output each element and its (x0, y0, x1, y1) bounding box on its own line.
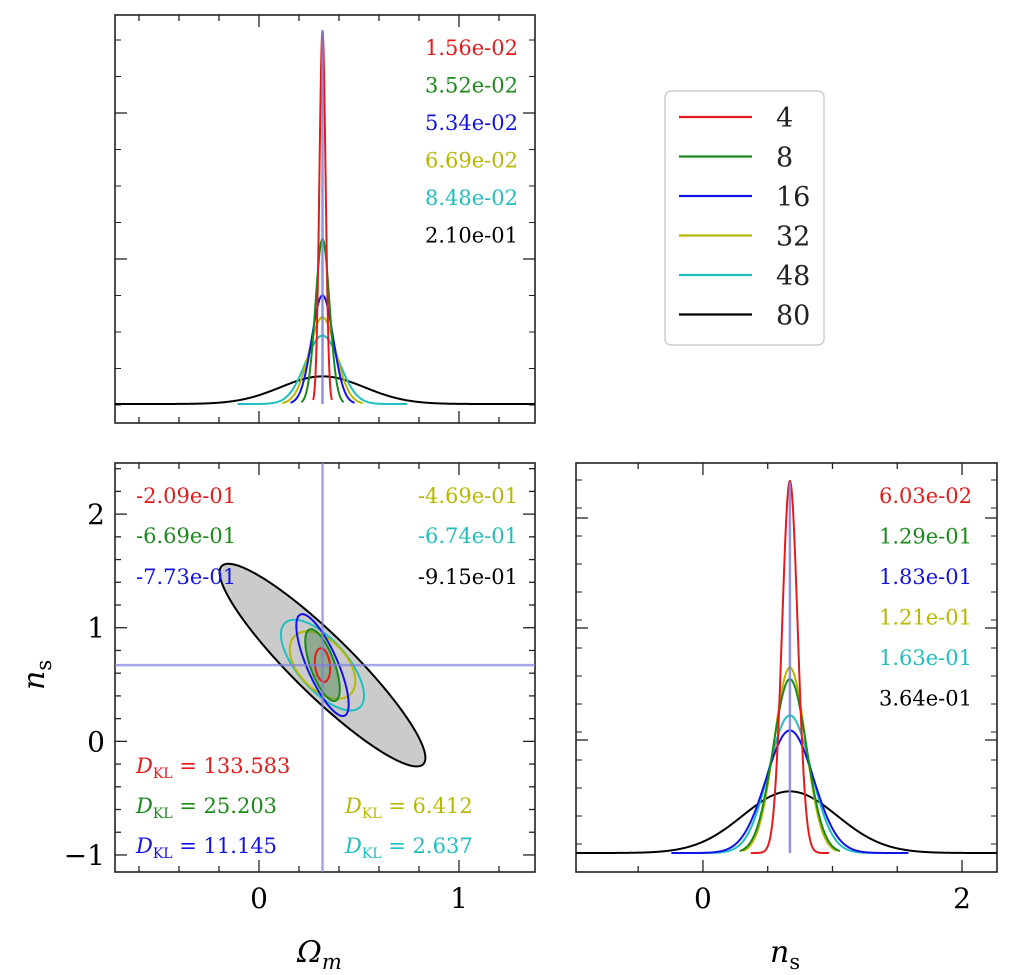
correlation-label-48: -6.74e-01 (418, 524, 518, 548)
joint-ytick-label: −1 (64, 839, 105, 872)
x-axis-title-omega: Ωm (296, 935, 342, 974)
correlation-label-4: -2.09e-01 (136, 484, 236, 508)
joint-ytick-label: 1 (87, 612, 105, 645)
dkl-symbol: D (135, 794, 153, 818)
ellipse-32 (288, 630, 357, 700)
ellipse-4 (313, 647, 332, 683)
dkl-symbol: D (344, 834, 362, 858)
correlation-label-80: -9.15e-01 (418, 565, 518, 589)
correlation-label-32: -4.69e-01 (418, 484, 518, 508)
ellipse-16 (295, 613, 350, 718)
dkl-subscript: KL (153, 806, 173, 822)
correlation-label-16: -7.73e-01 (136, 565, 236, 589)
joint-xtick-label: 1 (450, 882, 468, 915)
ns-sigma-label-32: 1.21e-01 (879, 606, 972, 630)
ns-xtick-label: 0 (694, 882, 712, 915)
dkl-symbol: D (344, 794, 362, 818)
dkl-subscript: KL (362, 846, 382, 862)
omega-sigma-label-16: 5.34e-02 (425, 111, 518, 135)
legend-label-80: 80 (776, 301, 810, 332)
dkl-label-48: DKL = 2.637 (344, 834, 473, 862)
x-axis-title-ns: ns (770, 935, 800, 974)
ns-symbol: n (770, 935, 789, 970)
dkl-value: = 6.412 (382, 794, 473, 818)
omega-curve-80 (115, 375, 535, 405)
correlation-label-8: -6.69e-01 (136, 524, 236, 548)
ns-symbol-y: n (17, 671, 52, 690)
omega-sigma-label-4: 1.56e-02 (425, 36, 518, 60)
y-axis-title-ns: ns (17, 660, 56, 690)
omega-marginal-panel: 1.56e-02 3.52e-02 5.34e-02 6.69e-02 8.48e-02… (114, 14, 536, 424)
ns-curve-4 (750, 479, 829, 854)
omega-sigma-label-32: 6.69e-02 (425, 149, 518, 173)
dkl-value: = 25.203 (173, 794, 277, 818)
ellipse-48 (279, 618, 366, 712)
dkl-label-4: DKL = 133.583 (135, 754, 290, 782)
ns-sigma-label-8: 1.29e-01 (879, 525, 972, 549)
dkl-subscript: KL (362, 806, 382, 822)
joint-xtick-label: 0 (250, 882, 268, 915)
joint-ytick-label: 0 (87, 725, 105, 758)
omega-symbol: Ω (296, 935, 322, 970)
omega-sigma-label-80: 2.10e-01 (425, 224, 518, 248)
legend-label-48: 48 (776, 261, 810, 292)
ns-subscript-y: s (32, 660, 56, 671)
omega-subscript: m (322, 950, 342, 974)
dkl-subscript: KL (153, 846, 173, 862)
legend-box (664, 90, 825, 346)
dkl-label-16: DKL = 11.145 (135, 834, 277, 862)
joint-frame (114, 462, 536, 873)
omega-sigma-label-48: 8.48e-02 (425, 186, 518, 210)
joint-posterior-panel: 0 1 −1 0 1 2 -2.09e-01 -6.69e-01 -7.73e-01 -4.69e… (64, 462, 536, 915)
dkl-symbol: D (135, 754, 153, 778)
ns-marginal-panel: 0 2 6.03e-02 1.29e-01 1.83e-01 1.21e-01 1.63e-… (575, 462, 998, 915)
dkl-value: = 2.637 (382, 834, 473, 858)
legend-label-8: 8 (776, 143, 793, 174)
omega-sigma-label-8: 3.52e-02 (425, 74, 518, 98)
ns-sigma-label-80: 3.64e-01 (879, 687, 972, 711)
dkl-label-32: DKL = 6.412 (344, 794, 473, 822)
omega-marginal-frame (114, 14, 536, 424)
ns-sigma-label-16: 1.83e-01 (879, 565, 972, 589)
ns-sigma-label-48: 1.63e-01 (879, 646, 972, 670)
dkl-label-8: DKL = 25.203 (135, 794, 277, 822)
joint-ytick-label: 2 (87, 498, 105, 531)
legend-label-4: 4 (776, 103, 793, 134)
ns-curve-80 (576, 790, 997, 854)
ns-sigma-label-4: 6.03e-02 (879, 484, 972, 508)
dkl-value: = 133.583 (173, 754, 291, 778)
legend-label-16: 16 (776, 182, 810, 213)
dkl-value: = 11.145 (173, 834, 277, 858)
dkl-symbol: D (135, 834, 153, 858)
dkl-subscript: KL (153, 766, 173, 782)
ns-subscript: s (789, 950, 800, 974)
ns-marginal-frame (575, 462, 998, 873)
ns-xtick-label: 2 (953, 882, 971, 915)
legend-label-32: 32 (776, 222, 810, 253)
